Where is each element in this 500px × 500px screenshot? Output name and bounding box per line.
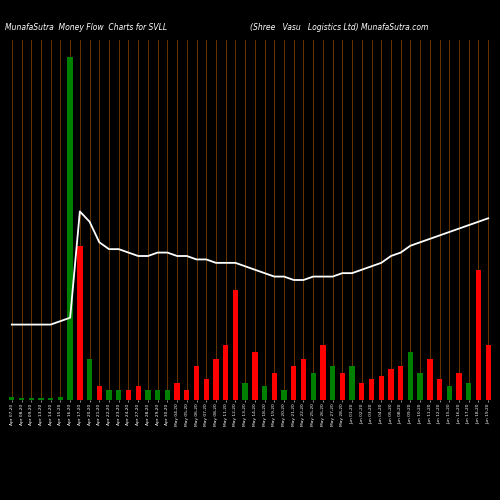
Bar [456,372,462,400]
Bar [476,270,481,400]
Bar [96,386,102,400]
Bar [446,386,452,400]
Bar [19,398,24,400]
Bar [184,390,190,400]
Bar [145,390,150,400]
Bar [214,359,218,400]
Bar [272,372,277,400]
Text: (Shree   Vasu   Logistics Ltd) MunafaSutra.com: (Shree Vasu Logistics Ltd) MunafaSutra.c… [250,22,428,32]
Bar [418,372,423,400]
Bar [262,386,268,400]
Bar [68,57,73,400]
Bar [359,383,364,400]
Bar [291,366,296,400]
Bar [204,380,209,400]
Bar [340,372,345,400]
Bar [232,290,238,400]
Bar [116,390,121,400]
Bar [194,366,199,400]
Bar [301,359,306,400]
Bar [28,398,34,400]
Bar [350,366,355,400]
Bar [282,390,286,400]
Bar [398,366,404,400]
Bar [174,383,180,400]
Bar [437,380,442,400]
Bar [408,352,413,400]
Bar [388,369,394,400]
Bar [164,390,170,400]
Bar [223,345,228,400]
Bar [48,398,54,400]
Bar [310,372,316,400]
Bar [320,345,326,400]
Bar [427,359,432,400]
Bar [378,376,384,400]
Bar [58,396,63,400]
Bar [106,390,112,400]
Bar [77,246,82,400]
Bar [9,396,15,400]
Bar [252,352,258,400]
Bar [155,390,160,400]
Bar [242,383,248,400]
Bar [126,390,131,400]
Bar [486,345,491,400]
Bar [136,386,141,400]
Bar [466,383,471,400]
Bar [87,359,92,400]
Bar [38,398,44,400]
Text: MunafaSutra  Money Flow  Charts for SVLL: MunafaSutra Money Flow Charts for SVLL [5,22,167,32]
Bar [330,366,336,400]
Bar [369,380,374,400]
